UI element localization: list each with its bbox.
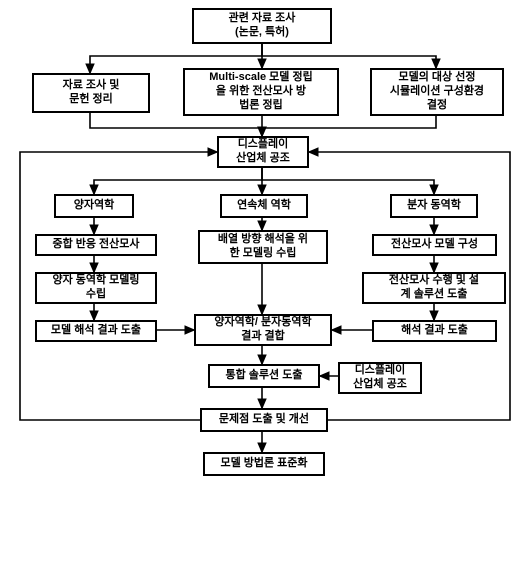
node-analysis-result-right: 해석 결과 도출: [372, 320, 497, 342]
node-qm-md-combine: 양자역학/ 분자동역학결과 결합: [194, 314, 332, 346]
node-display-industry-top: 디스플레이산업체 공조: [217, 136, 309, 168]
node-alignment-modeling: 배열 방향 해석을 위한 모델링 수립: [198, 230, 328, 264]
node-standardize: 모델 방법론 표준화: [203, 452, 325, 476]
node-molecular-dyn: 분자 동역학: [390, 194, 478, 218]
node-display-industry-side: 디스플레이산업체 공조: [338, 362, 422, 394]
node-sim-model-build: 전산모사 모델 구성: [372, 234, 497, 256]
node-target-env: 모델의 대상 선정시뮬레이션 구성환경결정: [370, 68, 504, 116]
node-qdyn-modeling: 양자 동역학 모델링수립: [35, 272, 157, 304]
node-multiscale-method: Multi-scale 모델 정립을 위한 전산모사 방법론 정립: [183, 68, 339, 116]
node-problem-improve: 문제점 도출 및 개선: [200, 408, 328, 432]
node-lit-review: 자료 조사 및문헌 정리: [32, 73, 150, 113]
node-integrated-solution: 통합 솔루션 도출: [208, 364, 320, 388]
node-sim-run-solution: 전산모사 수행 및 설계 솔루션 도출: [362, 272, 506, 304]
node-root: 관련 자료 조사(논문, 특허): [192, 8, 332, 44]
node-polymer-sim: 중합 반응 전산모사: [35, 234, 157, 256]
node-continuum-mech: 연속체 역학: [220, 194, 308, 218]
node-quantum-mech: 양자역학: [54, 194, 134, 218]
node-model-result-left: 모델 해석 결과 도출: [35, 320, 157, 342]
